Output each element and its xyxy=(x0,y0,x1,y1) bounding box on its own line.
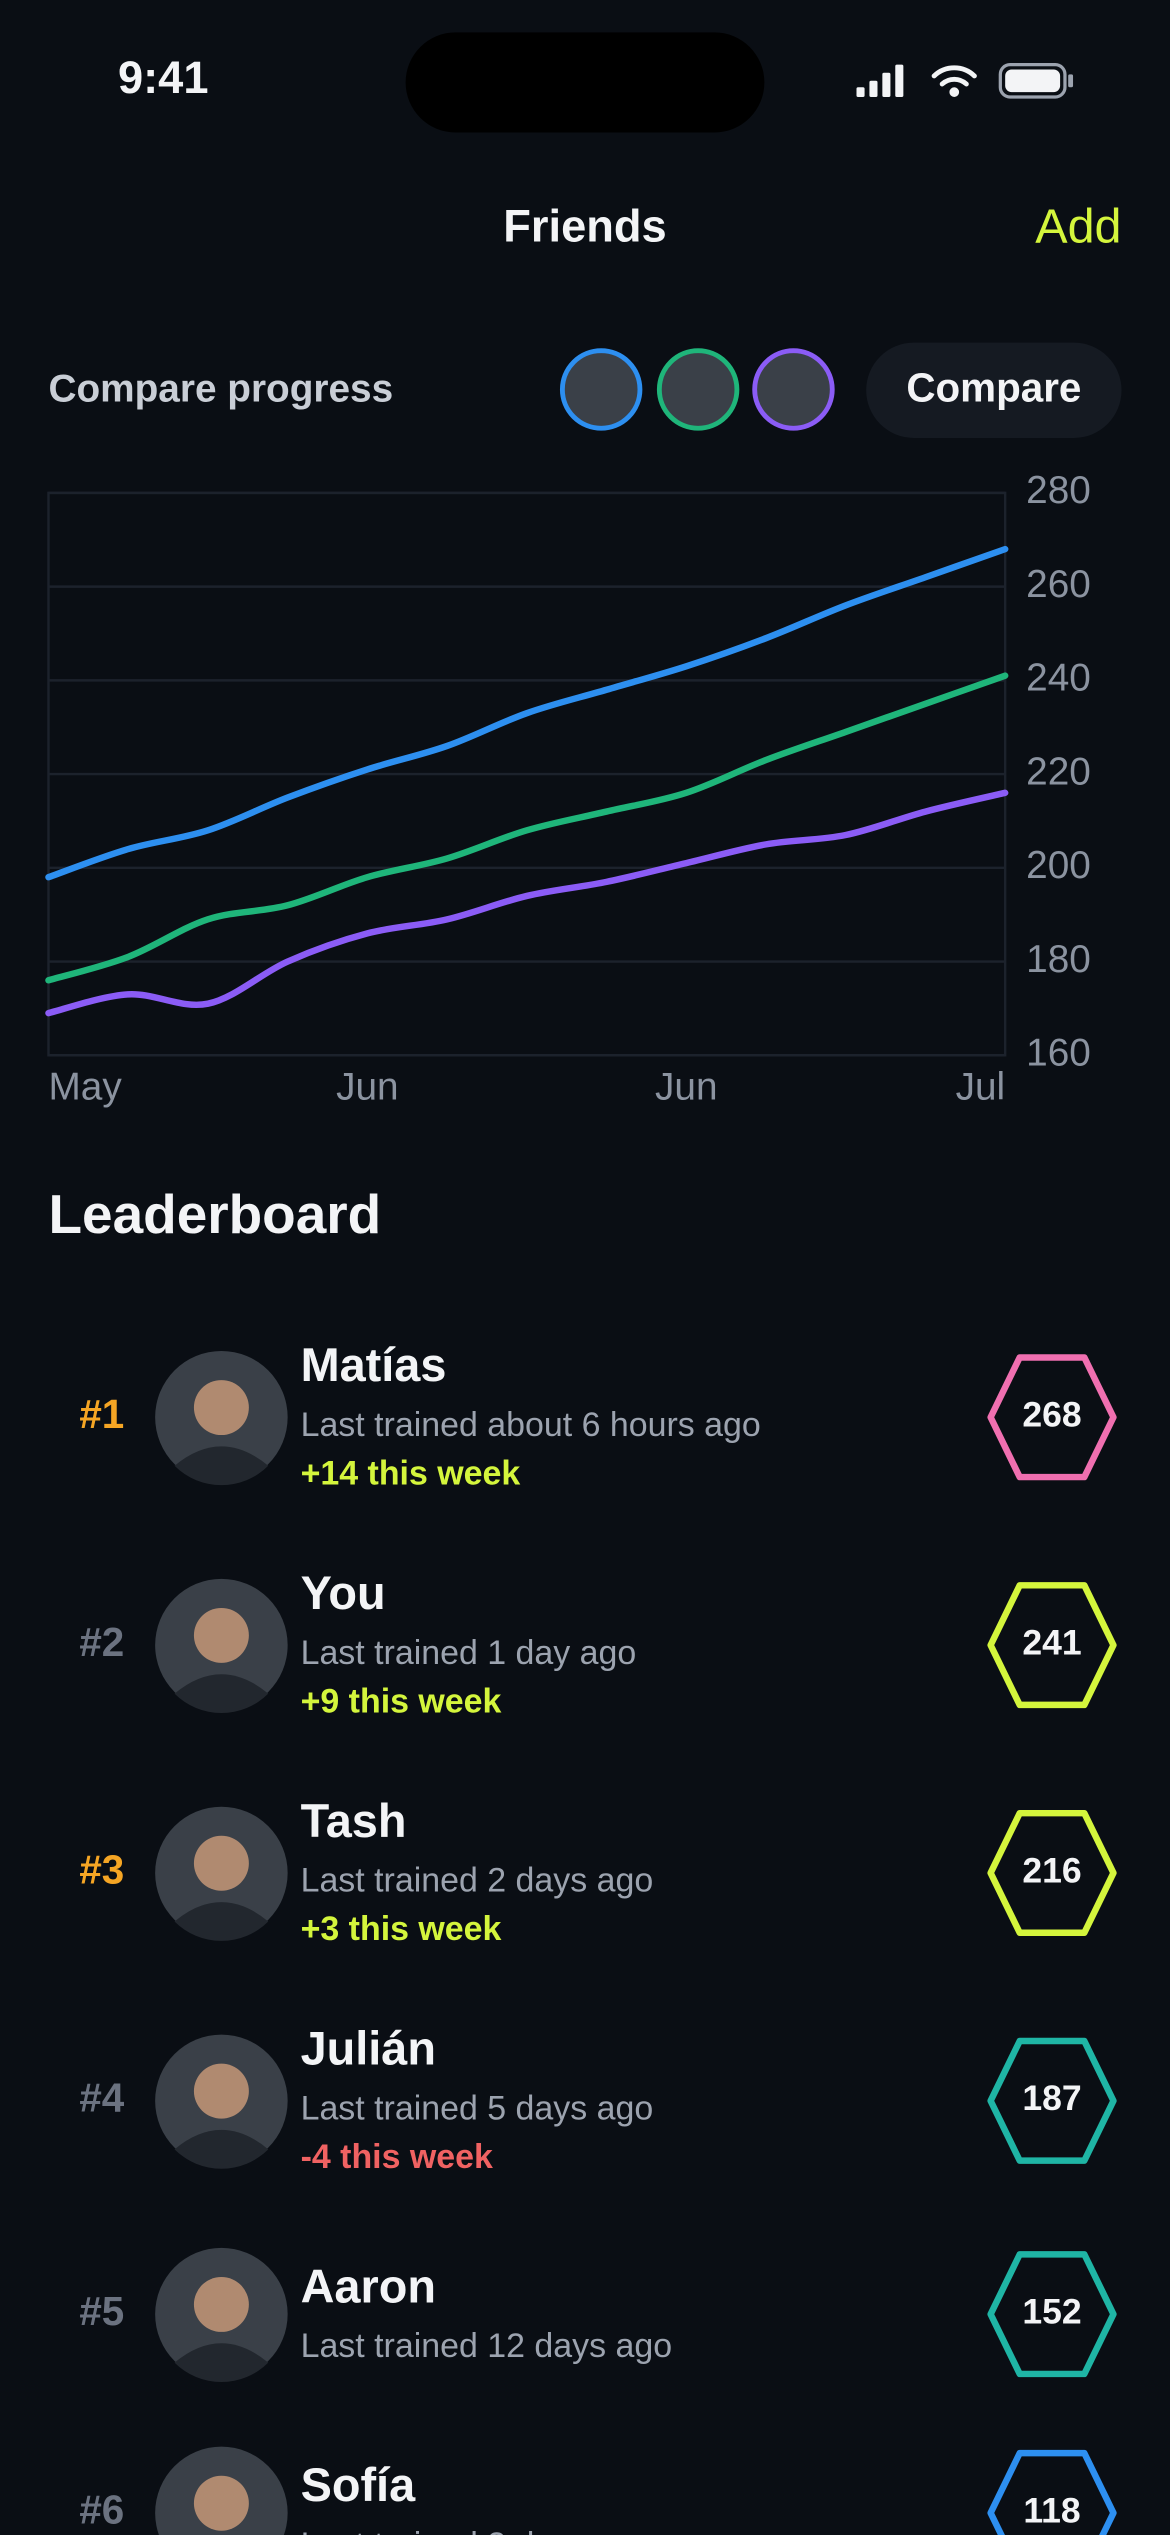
friend-name: You xyxy=(301,1567,386,1619)
last-trained: Last trained 12 days ago xyxy=(301,2327,673,2365)
leaderboard-row[interactable]: #4 Julián Last trained 5 days ago -4 this w… xyxy=(79,2023,1117,2176)
dynamic-island xyxy=(405,32,765,133)
avatar-body xyxy=(174,1446,269,1486)
y-tick-label: 220 xyxy=(1026,750,1091,793)
friend-name: Aaron xyxy=(301,2260,436,2312)
series-line xyxy=(45,672,1009,984)
y-tick-label: 280 xyxy=(1026,469,1091,512)
avatar-body xyxy=(174,1674,269,1714)
leaderboard-row[interactable]: #6 Sofía Last trained 3 days ago 118 xyxy=(79,2446,1117,2535)
rank: #2 xyxy=(79,1619,124,1665)
avatar xyxy=(559,348,643,431)
x-tick-label: Jul xyxy=(956,1065,1006,1108)
add-button[interactable]: Add xyxy=(1035,199,1121,253)
x-tick-label: Jun xyxy=(655,1065,718,1108)
avatar-body xyxy=(174,2343,269,2383)
rank: #3 xyxy=(79,1847,124,1893)
avatar-body xyxy=(174,1902,269,1941)
rank: #5 xyxy=(79,2288,124,2334)
avatar-face xyxy=(193,2063,249,2119)
last-trained: Last trained 5 days ago xyxy=(301,2089,654,2127)
leaderboard-title: Leaderboard xyxy=(48,1183,381,1245)
score-badge xyxy=(987,2251,1117,2378)
score-badge xyxy=(987,1809,1117,1936)
last-trained: Last trained 1 day ago xyxy=(301,1634,637,1672)
last-trained: Last trained 2 days ago xyxy=(301,1862,654,1900)
friend-name: Tash xyxy=(301,1795,407,1847)
y-tick-label: 180 xyxy=(1026,938,1091,981)
avatar xyxy=(656,348,740,431)
score: 187 xyxy=(1022,2078,1081,2118)
score: 268 xyxy=(1022,1395,1081,1435)
chart: 160 180 200 220 240 260 280 May Jun Jun Jul xyxy=(45,469,1091,1108)
signal-icon xyxy=(856,64,904,97)
score-badge xyxy=(987,1582,1117,1709)
series-line xyxy=(45,545,1009,881)
week-delta: -4 this week xyxy=(301,2138,493,2176)
leaderboard-list: #1 Matías Last trained about 6 hours ago +1… xyxy=(79,1339,1117,2535)
rank: #4 xyxy=(79,2075,124,2121)
week-delta: +3 this week xyxy=(301,1910,502,1948)
week-delta: +14 this week xyxy=(301,1454,521,1492)
last-trained: Last trained 3 days ago xyxy=(301,2526,654,2535)
compare-button[interactable]: Compare xyxy=(906,365,1081,411)
friend-name: Julián xyxy=(301,2023,436,2075)
compare-avatars xyxy=(559,348,835,431)
compare-label: Compare progress xyxy=(48,367,393,410)
header-title: Friends xyxy=(503,200,666,251)
score: 241 xyxy=(1022,1623,1081,1663)
avatar-face xyxy=(193,2475,249,2531)
y-tick-label: 160 xyxy=(1026,1032,1091,1075)
y-tick-label: 260 xyxy=(1026,563,1091,606)
avatar-face xyxy=(193,1607,249,1663)
score: 118 xyxy=(1023,2490,1080,2530)
x-tick-label: Jun xyxy=(336,1065,399,1108)
score-badge xyxy=(987,2037,1117,2164)
status-time: 9:41 xyxy=(118,52,209,103)
score: 216 xyxy=(1022,1850,1081,1890)
leaderboard-row[interactable]: #3 Tash Last trained 2 days ago +3 this wee… xyxy=(79,1795,1117,1948)
avatar-face xyxy=(193,2276,249,2332)
avatar-face xyxy=(193,1380,249,1436)
score-badge xyxy=(987,2449,1117,2535)
leaderboard-row[interactable]: #1 Matías Last trained about 6 hours ago +1… xyxy=(79,1339,1117,1492)
friend-name: Matías xyxy=(301,1339,447,1391)
avatar-face xyxy=(193,1835,249,1891)
leaderboard-row[interactable]: #2 You Last trained 1 day ago +9 this week 2… xyxy=(79,1567,1117,1720)
score: 152 xyxy=(1022,2292,1081,2332)
compare-button-bg[interactable] xyxy=(866,342,1122,438)
y-tick-label: 240 xyxy=(1026,657,1091,700)
last-trained: Last trained about 6 hours ago xyxy=(301,1406,761,1444)
battery-icon xyxy=(998,63,1074,99)
series-line xyxy=(45,789,1009,1017)
friend-name: Sofía xyxy=(301,2459,417,2511)
rank: #1 xyxy=(79,1391,124,1437)
leaderboard-row[interactable]: #5 Aaron Last trained 12 days ago 152 xyxy=(79,2247,1117,2383)
avatar xyxy=(752,348,835,431)
week-delta: +9 this week xyxy=(301,1682,502,1720)
rank: #6 xyxy=(79,2487,124,2533)
score-badge xyxy=(987,1354,1117,1481)
y-tick-label: 200 xyxy=(1026,844,1091,887)
x-tick-label: May xyxy=(48,1065,122,1108)
wifi-icon xyxy=(931,65,977,97)
avatar-body xyxy=(174,2129,269,2169)
